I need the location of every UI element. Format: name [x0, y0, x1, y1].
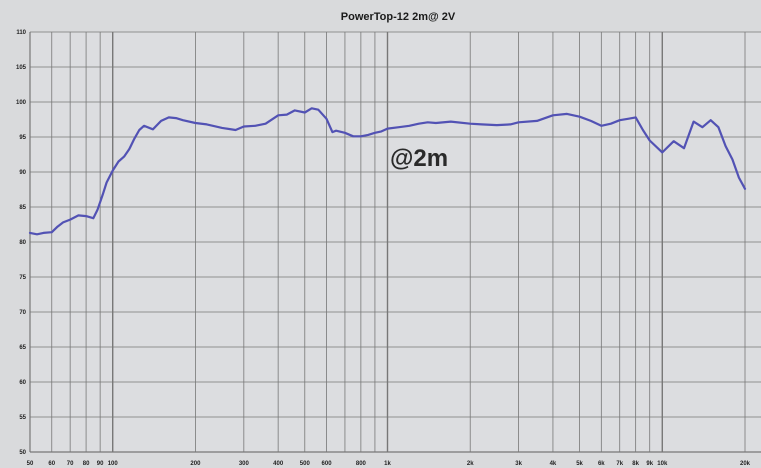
x-tick-label: 60 [48, 461, 55, 467]
x-tick-label: 50 [27, 461, 34, 467]
x-tick-label: 100 [108, 461, 119, 467]
x-tick-label: 500 [300, 461, 311, 467]
y-tick-label: 75 [19, 275, 26, 281]
x-tick-label: 9k [646, 461, 653, 467]
annotation-distance: @2m [390, 145, 448, 172]
y-tick-label: 105 [16, 65, 27, 71]
y-tick-labels: 50 55 60 65 70 75 80 85 90 95 100 105 110 [16, 30, 27, 456]
grid [29, 31, 761, 453]
x-tick-label: 600 [322, 461, 333, 467]
x-tick-label: 7k [616, 461, 623, 467]
x-tick-label: 1k [384, 461, 391, 467]
y-tick-label: 110 [16, 30, 26, 36]
x-tick-label: 70 [67, 461, 74, 467]
x-tick-label: 800 [356, 461, 367, 467]
y-tick-label: 50 [19, 450, 26, 456]
y-tick-label: 80 [19, 240, 26, 246]
x-tick-label: 5k [576, 461, 583, 467]
y-tick-label: 100 [16, 100, 27, 106]
y-tick-label: 70 [19, 310, 26, 316]
y-tick-label: 85 [19, 205, 26, 211]
x-tick-labels: 50 60 70 80 90 100 200 300 400 500 600 800 1k 2k 3k 4k 5… [27, 461, 751, 467]
y-tick-label: 60 [19, 380, 26, 386]
x-tick-label: 2k [467, 461, 474, 467]
y-tick-label: 55 [19, 415, 26, 421]
x-tick-label: 4k [550, 461, 557, 467]
x-tick-label: 300 [239, 461, 250, 467]
x-tick-label: 8k [632, 461, 639, 467]
x-tick-label: 10k [657, 461, 668, 467]
x-tick-label: 20k [740, 461, 751, 467]
x-tick-label: 90 [97, 461, 104, 467]
y-tick-label: 90 [19, 170, 26, 176]
x-tick-label: 6k [598, 461, 605, 467]
chart-title: PowerTop-12 2m@ 2V [341, 11, 456, 23]
x-tick-label: 200 [190, 461, 201, 467]
y-tick-label: 95 [19, 135, 26, 141]
x-tick-label: 400 [273, 461, 284, 467]
series-line [28, 107, 747, 236]
x-tick-label: 80 [83, 461, 90, 467]
x-tick-label: 3k [515, 461, 522, 467]
y-tick-label: 65 [19, 345, 26, 351]
